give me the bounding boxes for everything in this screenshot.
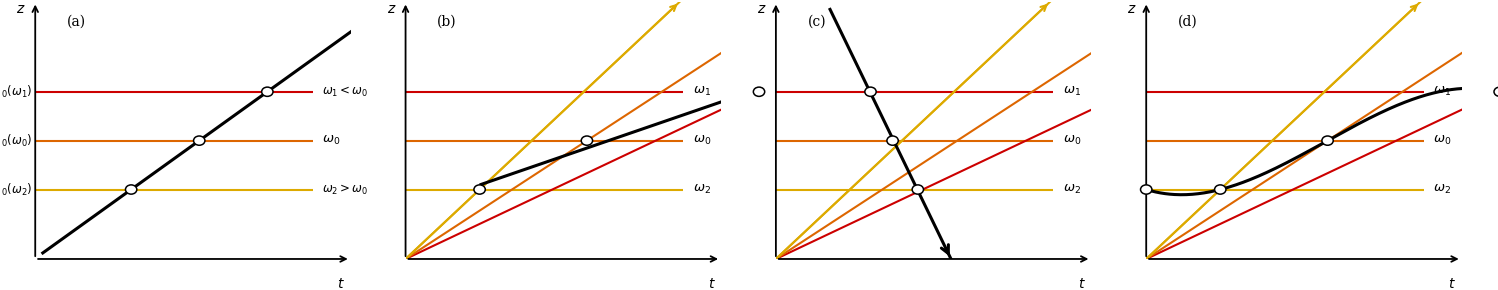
Text: $\omega_0$: $\omega_0$ bbox=[322, 134, 340, 147]
Text: $\omega_1 < \omega_0$: $\omega_1 < \omega_0$ bbox=[322, 85, 369, 99]
Text: $z$: $z$ bbox=[16, 2, 25, 17]
Text: $\omega_2$: $\omega_2$ bbox=[692, 183, 710, 196]
Text: $\omega_1$: $\omega_1$ bbox=[1434, 85, 1452, 98]
Text: $t$: $t$ bbox=[707, 277, 716, 290]
Text: $t$: $t$ bbox=[1079, 277, 1086, 290]
Text: $z$: $z$ bbox=[386, 2, 395, 17]
Text: $\omega_2 > \omega_0$: $\omega_2 > \omega_0$ bbox=[322, 182, 369, 197]
Circle shape bbox=[1321, 136, 1333, 145]
Text: $\omega_1$: $\omega_1$ bbox=[1064, 85, 1082, 98]
Text: (c): (c) bbox=[807, 14, 825, 28]
Text: $_0(\omega_1)$: $_0(\omega_1)$ bbox=[1, 84, 31, 100]
Text: (d): (d) bbox=[1177, 14, 1197, 28]
Circle shape bbox=[262, 87, 273, 96]
Circle shape bbox=[912, 185, 923, 194]
Text: (a): (a) bbox=[67, 14, 85, 28]
Text: (b): (b) bbox=[437, 14, 457, 28]
Text: $\omega_0$: $\omega_0$ bbox=[692, 134, 712, 147]
Text: $\omega_2$: $\omega_2$ bbox=[1064, 183, 1082, 196]
Text: $_0(\omega_0)$: $_0(\omega_0)$ bbox=[1, 133, 31, 149]
Text: $z$: $z$ bbox=[756, 2, 767, 17]
Text: $_0(\omega_2)$: $_0(\omega_2)$ bbox=[1, 182, 31, 197]
Circle shape bbox=[193, 136, 205, 145]
Text: $\omega_0$: $\omega_0$ bbox=[1434, 134, 1452, 147]
Circle shape bbox=[887, 136, 899, 145]
Circle shape bbox=[864, 87, 876, 96]
Text: $\omega_1$: $\omega_1$ bbox=[692, 85, 710, 98]
Text: $\omega_2$: $\omega_2$ bbox=[1434, 183, 1452, 196]
Circle shape bbox=[473, 185, 485, 194]
Circle shape bbox=[581, 136, 593, 145]
Text: $z$: $z$ bbox=[1126, 2, 1137, 17]
Text: $t$: $t$ bbox=[1449, 277, 1456, 290]
Text: $\omega_0$: $\omega_0$ bbox=[1064, 134, 1082, 147]
Text: $t$: $t$ bbox=[337, 277, 345, 290]
Circle shape bbox=[1140, 185, 1152, 194]
Circle shape bbox=[753, 87, 764, 96]
Circle shape bbox=[1215, 185, 1225, 194]
Circle shape bbox=[126, 185, 136, 194]
Circle shape bbox=[1494, 87, 1498, 96]
